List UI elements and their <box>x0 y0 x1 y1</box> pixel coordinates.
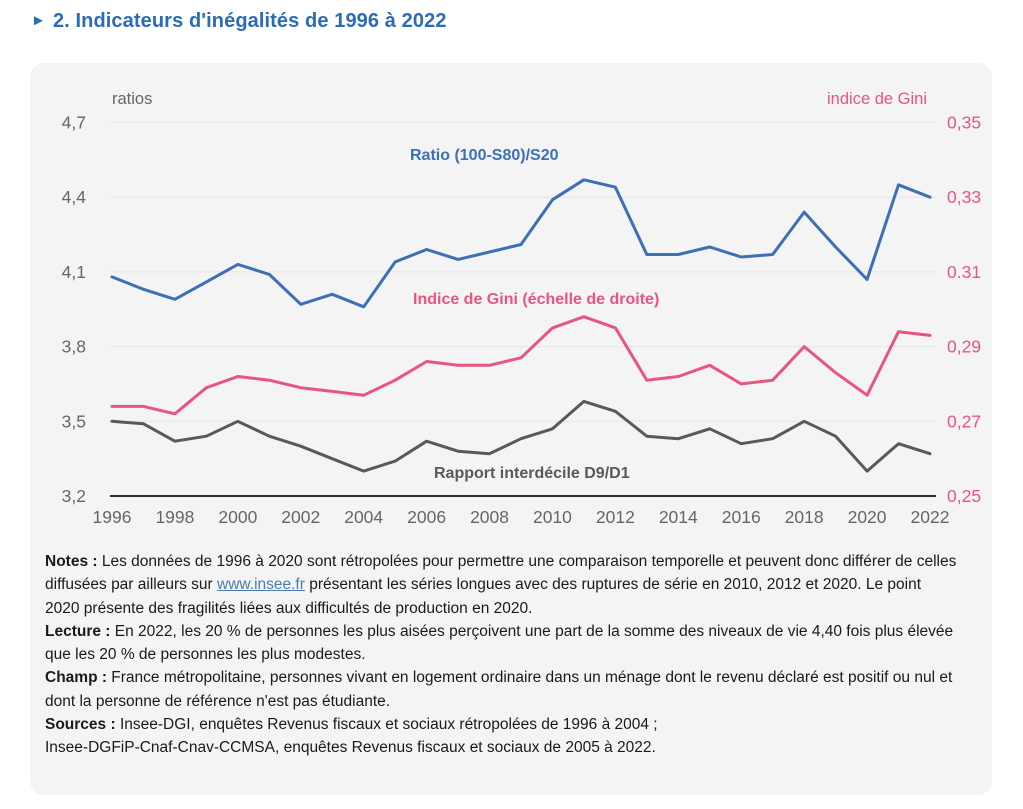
note-notes-text-2: présentant les séries longues avec des r… <box>45 576 922 617</box>
x-axis-tick-label: 2012 <box>596 507 635 527</box>
left-axis-tick-label: 4,7 <box>62 113 86 133</box>
note-sources-label: Sources : <box>45 716 116 734</box>
x-axis-tick-label: 2004 <box>344 507 383 527</box>
insee-link[interactable]: www.insee.fr <box>217 576 305 594</box>
series-line-2 <box>110 399 932 473</box>
x-axis-tick-label: 2002 <box>281 507 320 527</box>
note-sources-text-1: Insee-DGI, enquêtes Revenus fiscaux et s… <box>115 716 658 734</box>
page-title: ► 2. Indicateurs d'inégalités de 1996 à 2… <box>31 10 447 33</box>
note-lecture: Lecture : En 2022, les 20 % de personnes… <box>45 620 957 667</box>
series-line-0 <box>110 178 932 309</box>
page-title-text: 2. Indicateurs d'inégalités de 1996 à 20… <box>52 10 447 32</box>
right-axis-unit-label: indice de Gini <box>827 90 927 108</box>
series-label-2: Rapport interdécile D9/D1 <box>434 465 630 482</box>
left-axis-unit-label: ratios <box>112 90 152 108</box>
right-axis-tick-label: 0,29 <box>947 337 981 357</box>
chart-svg: 4,7 4,4 4,1 3,8 3,5 3,2 0,35 0,33 0.31 0,29 0,27 0,… <box>62 90 981 527</box>
x-axis-tick-label: 2022 <box>911 507 950 527</box>
series-label-0: Ratio (100-S80)/S20 <box>410 147 559 164</box>
note-champ: Champ : France métropolitaine, personnes… <box>45 666 957 713</box>
figure-card: 4,7 4,4 4,1 3,8 3,5 3,2 0,35 0,33 0.31 0,29 0,27 0,… <box>30 63 992 795</box>
right-axis-tick-label: 0,35 <box>947 113 981 133</box>
x-axis-tick-label: 2020 <box>848 507 887 527</box>
note-notes: Notes : Les données de 1996 à 2020 sont … <box>45 550 957 620</box>
right-axis-tick-label: 0.31 <box>947 262 981 282</box>
x-axis-tick-label: 2010 <box>533 507 572 527</box>
series-line-1 <box>110 315 932 416</box>
note-sources-text-2: Insee-DGFiP-Cnaf-Cnav-CCMSA, enquêtes Re… <box>45 739 656 757</box>
x-axis-tick-label: 2014 <box>659 507 698 527</box>
note-champ-text: France métropolitaine, personnes vivant … <box>45 669 953 710</box>
note-lecture-label: Lecture : <box>45 622 111 640</box>
x-axis-tick-label: 1998 <box>155 507 194 527</box>
inequality-chart: 4,7 4,4 4,1 3,8 3,5 3,2 0,35 0,33 0.31 0,29 0,27 0,… <box>30 63 992 533</box>
note-notes-text-1: Les données de 1996 à 2020 sont rétropol… <box>45 553 957 594</box>
x-axis-tick-label: 2018 <box>785 507 824 527</box>
note-champ-label: Champ : <box>45 669 107 687</box>
triangle-bullet-icon: ► <box>31 12 46 29</box>
x-axis-tick-label: 2008 <box>470 507 509 527</box>
note-lecture-text: En 2022, les 20 % de personnes les plus … <box>45 622 954 664</box>
note-notes-label: Notes : <box>45 553 98 570</box>
left-axis-tick-label: 4,4 <box>62 187 87 207</box>
note-sources: Sources : Insee-DGI, enquêtes Revenus fi… <box>45 713 957 760</box>
x-axis-tick-label: 1996 <box>93 507 132 527</box>
left-axis-tick-label: 3,8 <box>62 337 86 357</box>
x-axis-tick-label: 2016 <box>722 507 761 527</box>
right-axis-tick-label: 0,27 <box>947 411 981 431</box>
right-axis-tick-label: 0,25 <box>947 486 981 506</box>
series-label-1: Indice de Gini (échelle de droite) <box>413 291 659 308</box>
left-axis-tick-label: 3,5 <box>62 411 86 431</box>
x-axis-tick-label: 2006 <box>407 507 446 527</box>
x-axis-tick-label: 2000 <box>218 507 257 527</box>
right-axis-tick-label: 0,33 <box>947 187 981 207</box>
figure-notes: Notes : Les données de 1996 à 2020 sont … <box>45 550 957 760</box>
left-axis-tick-label: 3,2 <box>62 486 86 506</box>
left-axis-tick-label: 4,1 <box>62 262 86 282</box>
